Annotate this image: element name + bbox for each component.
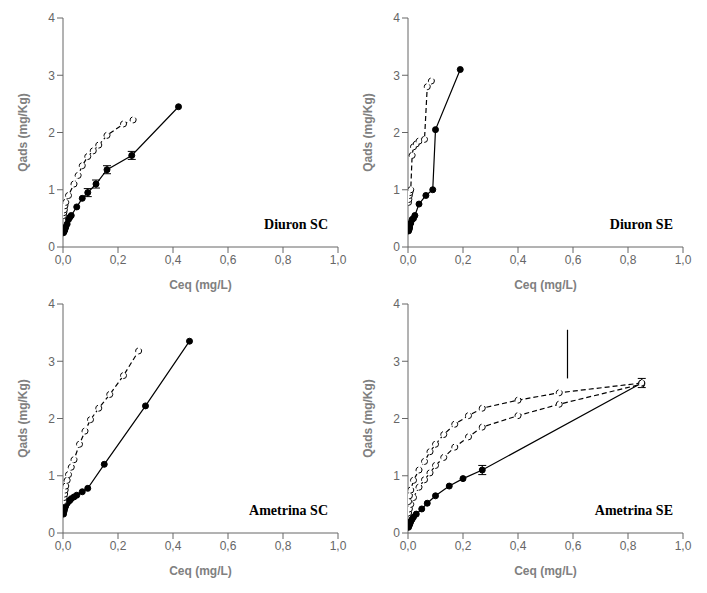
svg-text:3: 3: [48, 69, 55, 83]
svg-text:0,0: 0,0: [400, 253, 417, 267]
svg-text:0,0: 0,0: [55, 539, 72, 553]
html-text:Diuron SE: Diuron SE: [609, 217, 673, 232]
svg-text:0,0: 0,0: [55, 253, 72, 267]
svg-text:2: 2: [48, 126, 55, 140]
svg-text:3: 3: [393, 69, 400, 83]
svg-text:0,6: 0,6: [565, 539, 582, 553]
svg-text:Ceq (mg/L): Ceq (mg/L): [169, 278, 232, 292]
svg-text:3: 3: [393, 355, 400, 369]
svg-text:4: 4: [48, 297, 55, 311]
html-text:Ametrina SE: Ametrina SE: [594, 503, 673, 518]
svg-text:0: 0: [393, 240, 400, 254]
svg-text:0,4: 0,4: [165, 539, 182, 553]
svg-text:0: 0: [393, 526, 400, 540]
svg-text:0,6: 0,6: [220, 539, 237, 553]
svg-text:0,4: 0,4: [165, 253, 182, 267]
svg-text:Ceq (mg/L): Ceq (mg/L): [514, 564, 577, 578]
svg-text:0,2: 0,2: [110, 539, 127, 553]
svg-text:0,2: 0,2: [455, 253, 472, 267]
svg-text:Qads (mg/Kg): Qads (mg/Kg): [16, 379, 30, 458]
svg-text:Qads (mg/Kg): Qads (mg/Kg): [361, 379, 375, 458]
svg-text:4: 4: [393, 297, 400, 311]
svg-text:4: 4: [393, 11, 400, 25]
svg-text:0,6: 0,6: [565, 253, 582, 267]
svg-text:2: 2: [48, 412, 55, 426]
svg-text:1: 1: [393, 183, 400, 197]
svg-text:0,2: 0,2: [455, 539, 472, 553]
svg-text:Qads (mg/Kg): Qads (mg/Kg): [361, 93, 375, 172]
svg-text:Qads (mg/Kg): Qads (mg/Kg): [16, 93, 30, 172]
svg-text:1: 1: [48, 183, 55, 197]
html-text:Diuron SC: Diuron SC: [264, 217, 328, 232]
svg-text:Ceq (mg/L): Ceq (mg/L): [514, 278, 577, 292]
svg-text:Ceq (mg/L): Ceq (mg/L): [169, 564, 232, 578]
svg-text:1,0: 1,0: [675, 253, 692, 267]
svg-text:3: 3: [48, 355, 55, 369]
svg-text:1: 1: [48, 469, 55, 483]
svg-text:0,8: 0,8: [275, 253, 292, 267]
svg-text:0,2: 0,2: [110, 253, 127, 267]
svg-text:1,0: 1,0: [330, 539, 347, 553]
svg-text:4: 4: [48, 11, 55, 25]
svg-text:0,8: 0,8: [620, 539, 637, 553]
svg-text:1,0: 1,0: [330, 253, 347, 267]
svg-text:0,4: 0,4: [510, 539, 527, 553]
svg-text:0: 0: [48, 240, 55, 254]
svg-text:0,8: 0,8: [275, 539, 292, 553]
svg-text:2: 2: [393, 126, 400, 140]
svg-text:1: 1: [393, 469, 400, 483]
svg-text:1,0: 1,0: [675, 539, 692, 553]
html-text:Ametrina SC: Ametrina SC: [249, 503, 328, 518]
svg-text:0,8: 0,8: [620, 253, 637, 267]
svg-text:0,6: 0,6: [220, 253, 237, 267]
svg-text:2: 2: [393, 412, 400, 426]
svg-text:0: 0: [48, 526, 55, 540]
svg-text:0,4: 0,4: [510, 253, 527, 267]
svg-text:0,0: 0,0: [400, 539, 417, 553]
